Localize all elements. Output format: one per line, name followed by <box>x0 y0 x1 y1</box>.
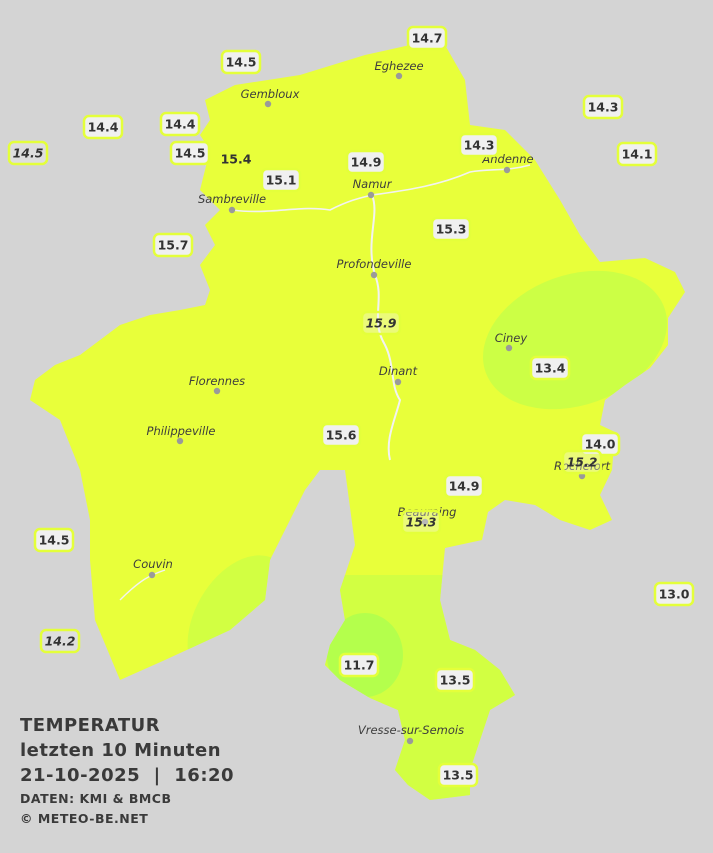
river <box>370 194 402 461</box>
town-dot <box>367 191 375 199</box>
reading-value: 15.3 <box>406 515 437 530</box>
town-dot <box>264 100 272 108</box>
reading-value: 14.4 <box>165 117 196 132</box>
reading-value: 14.5 <box>39 533 70 548</box>
reading-box <box>437 762 479 788</box>
reading-box <box>561 449 603 475</box>
reading-value: 13.4 <box>535 361 566 376</box>
town-label: Philippeville <box>147 424 216 438</box>
river <box>119 569 166 601</box>
area-cool <box>320 575 540 800</box>
reading-value: 14.5 <box>175 146 206 161</box>
legend-source: DATEN: KMI & BMCB <box>20 791 172 806</box>
reading-box <box>220 49 262 75</box>
legend-title: TEMPERATUR <box>20 715 160 736</box>
reading-value: 14.2 <box>45 634 76 649</box>
reading-value: 13.5 <box>443 768 474 783</box>
reading-box <box>7 140 49 166</box>
reading-box <box>406 25 448 51</box>
reading-value: 15.4 <box>221 152 252 167</box>
reading-box <box>434 667 476 693</box>
reading-value: 14.4 <box>88 120 119 135</box>
town-label: Eghezee <box>374 59 423 73</box>
reading-value: 13.0 <box>659 587 690 602</box>
town-dot <box>578 472 586 480</box>
legend-copyright: © METEO-BE.NET <box>20 811 148 826</box>
reading-box <box>82 114 124 140</box>
reading-value: 14.1 <box>622 147 653 162</box>
town-label: Couvin <box>133 557 173 571</box>
town-dot <box>395 72 403 80</box>
town-dot <box>228 206 236 214</box>
legend-datetime: 21-10-2025 | 16:20 <box>20 765 234 786</box>
town-label: Vresse-sur-Semois <box>358 723 464 737</box>
town-dot <box>503 166 511 174</box>
reading-value: 11.7 <box>344 658 375 673</box>
reading-box <box>443 473 485 499</box>
town-label: Dinant <box>379 364 418 378</box>
reading-box <box>33 527 75 553</box>
reading-value: 14.0 <box>585 437 616 452</box>
reading-value: 14.3 <box>464 138 495 153</box>
legend-period: letzten 10 Minuten <box>20 740 221 761</box>
reading-box <box>39 628 81 654</box>
readings: 14.7 14.5 14.3 14.4 14.4 14.5 14.5 15.4 14.3 14.1… <box>7 25 695 788</box>
town-dot <box>421 518 429 526</box>
town-dot <box>370 271 378 279</box>
reading-box <box>320 422 362 448</box>
town-dot <box>394 378 402 386</box>
reading-value: 14.7 <box>412 31 443 46</box>
reading-box <box>400 509 442 535</box>
town-label: Ciney <box>495 331 528 345</box>
town-label: Rochefort <box>554 459 611 473</box>
town-dot <box>505 344 513 352</box>
town-dot <box>148 571 156 579</box>
reading-box <box>159 111 201 137</box>
reading-box <box>653 581 695 607</box>
reading-box <box>169 140 211 166</box>
town-label: Sambreville <box>198 192 266 206</box>
reading-value: 14.5 <box>226 55 257 70</box>
reading-box <box>616 141 658 167</box>
reading-box <box>338 652 380 678</box>
reading-box <box>458 132 500 158</box>
reading-value: 15.6 <box>326 428 357 443</box>
town-dot <box>176 437 184 445</box>
reading-box <box>260 167 302 193</box>
reading-value: 15.7 <box>158 238 189 253</box>
reading-value: 15.9 <box>366 316 397 331</box>
reading-value: 14.3 <box>588 100 619 115</box>
reading-box <box>345 149 387 175</box>
reading-value: 13.5 <box>440 673 471 688</box>
town-label: Namur <box>353 177 393 191</box>
reading-box <box>152 232 194 258</box>
reading-box <box>430 216 472 242</box>
town-dot <box>406 737 414 745</box>
area-cool <box>483 270 667 410</box>
reading-value: 15.1 <box>266 173 297 188</box>
town-label: Profondeville <box>337 257 412 271</box>
town-label: Florennes <box>189 374 245 388</box>
reading-value: 14.5 <box>13 146 44 161</box>
town-label: Gembloux <box>241 87 300 101</box>
town-dot <box>213 387 221 395</box>
reading-value: 15.2 <box>567 455 598 470</box>
reading-box <box>529 355 571 381</box>
reading-value: 14.9 <box>449 479 480 494</box>
reading-box <box>582 94 624 120</box>
reading-box <box>360 310 402 336</box>
reading-value: 14.9 <box>351 155 382 170</box>
reading-value: 15.3 <box>436 222 467 237</box>
